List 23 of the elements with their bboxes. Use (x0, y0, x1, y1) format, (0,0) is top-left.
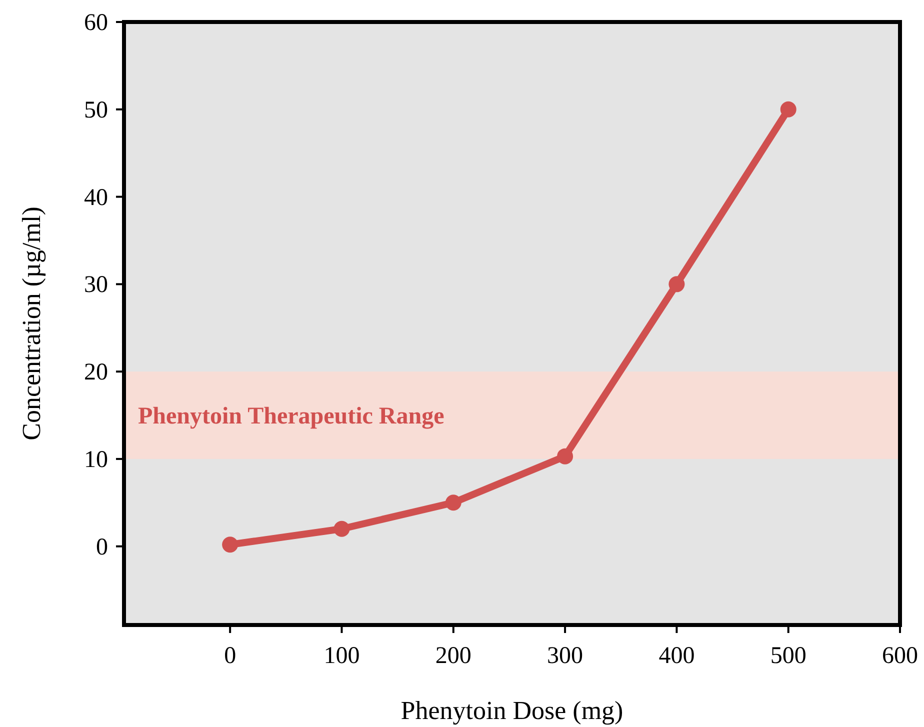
y-tick-label: 40 (84, 184, 108, 211)
point (557, 448, 574, 464)
x-tick-label: 500 (770, 643, 806, 669)
x-tick-label: 200 (435, 643, 472, 669)
y-tick-label: 50 (84, 97, 108, 124)
y-tick-label: 0 (96, 534, 108, 560)
point (222, 536, 238, 553)
y-tick-label: 30 (84, 272, 108, 298)
y-tick-label: 10 (84, 446, 108, 473)
point (445, 494, 462, 511)
point (668, 276, 685, 292)
y-tick-label: 60 (84, 10, 108, 36)
band-label: Phenytoin Therapeutic Range (138, 403, 445, 430)
x-tick-label: 400 (658, 643, 695, 669)
x-axis-title: Phenytoin Dose (mg) (400, 696, 624, 725)
x-tick-label: 300 (547, 643, 584, 669)
point (780, 101, 796, 118)
point (334, 520, 350, 537)
x-tick-label: 100 (324, 643, 360, 669)
y-axis-title: Concentration (µg/ml) (17, 206, 46, 440)
x-tick-label: 0 (224, 643, 236, 669)
x-tick-label: 600 (882, 643, 918, 669)
y-tick-label: 20 (84, 360, 108, 386)
